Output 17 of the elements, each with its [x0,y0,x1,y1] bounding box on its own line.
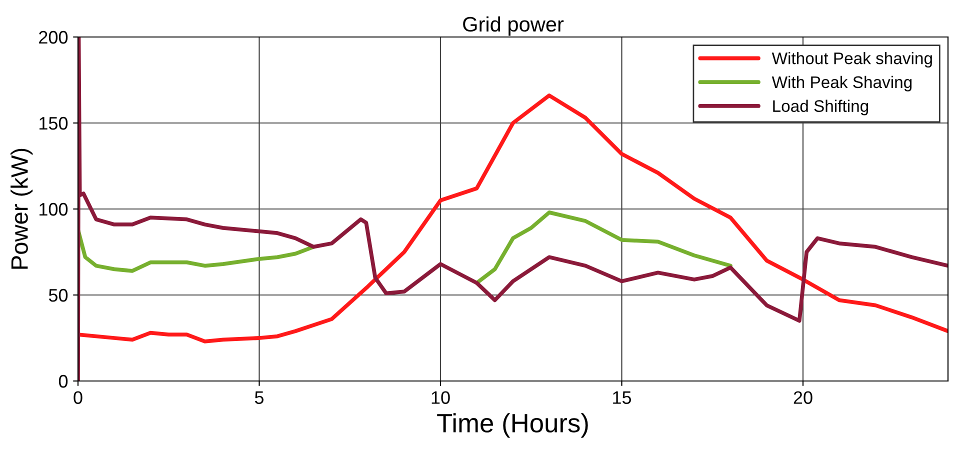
chart-title: Grid power [463,16,564,36]
y-tick-label: 150 [40,116,68,130]
y-axis-title: Power (kW) [10,148,33,269]
x-tick-label: 0 [74,391,82,404]
x-axis-title: Time (Hours) [437,413,588,438]
y-tick-label: 200 [39,30,68,44]
x-tick-label: 15 [613,391,632,404]
line-series [78,94,948,344]
x-tick-label: 20 [794,391,812,404]
y-tick-label: 50 [48,288,68,302]
y-tick-label: 0 [58,374,68,388]
x-tick-label: 10 [432,391,450,404]
legend-label: Load Shifting [773,100,868,116]
legend-label: With Peak Shaving [772,76,912,92]
y-tick-label: 100 [40,202,68,216]
x-tick-label: 5 [254,391,264,404]
legend-label: Without Peak shaving [772,52,932,68]
